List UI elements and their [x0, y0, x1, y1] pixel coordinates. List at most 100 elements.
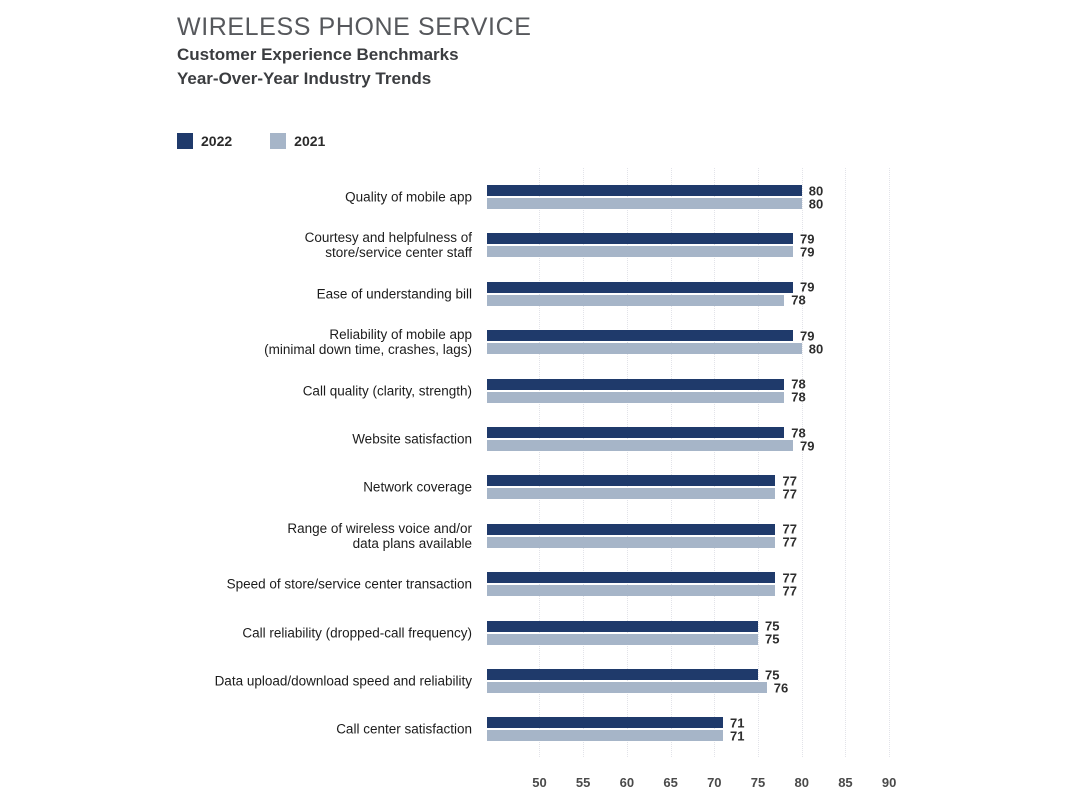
category-label: Call reliability (dropped-call frequency…	[160, 625, 472, 640]
bar-2022	[487, 233, 793, 245]
legend: 2022 2021	[177, 133, 363, 149]
bar-2021	[487, 488, 776, 500]
bar-2022	[487, 523, 776, 535]
x-axis-tick-85: 85	[838, 775, 853, 790]
category-label-line: Call quality (clarity, strength)	[302, 383, 472, 399]
value-label-2021: 75	[765, 631, 780, 647]
x-axis-tick-90: 90	[881, 775, 897, 790]
bar-2021	[487, 440, 793, 451]
x-axis-tick-50: 50	[532, 775, 547, 790]
bar-2021	[487, 391, 785, 403]
x-axis-tick-70: 70	[707, 775, 722, 790]
bar-2021	[487, 246, 793, 258]
legend-entry-2022: 2022	[177, 133, 232, 149]
value-label-2022: 75	[765, 667, 780, 682]
category-label-line: Call center satisfaction	[336, 721, 472, 737]
bar-2021	[487, 682, 767, 693]
bar-2022	[487, 669, 758, 680]
legend-swatch-2022	[177, 133, 193, 149]
value-label-2022: 79	[799, 231, 815, 247]
category-label: Quality of mobile app	[160, 190, 472, 205]
value-label-2021: 76	[773, 680, 789, 695]
gridline-60	[626, 168, 628, 757]
bar-2021	[487, 633, 758, 645]
value-label-2022: 80	[808, 183, 824, 198]
category-label-line: Speed of store/service center transactio…	[226, 576, 472, 592]
value-label-2022: 77	[782, 521, 797, 537]
bar-2021	[487, 730, 724, 742]
value-label-2022: 75	[765, 618, 780, 634]
bar-2021	[487, 198, 802, 209]
x-axis-tick-55: 55	[575, 775, 591, 790]
category-label: Courtesy and helpfulness of store/service…	[160, 230, 472, 260]
value-label-2022: 77	[782, 473, 797, 489]
category-label-line: Courtesy and helpfulness of	[304, 230, 472, 246]
category-label-line: store/service center staff	[325, 245, 472, 261]
category-label: Network coverage	[160, 480, 472, 495]
value-label-2021: 79	[799, 244, 815, 260]
x-axis-tick-60: 60	[619, 775, 635, 790]
bar-2022	[487, 427, 785, 438]
bar-2022	[487, 330, 793, 342]
title-block: WIRELESS PHONE SERVICE Customer Experien…	[177, 12, 532, 91]
category-label: Data upload/download speed and reliabili…	[160, 674, 472, 689]
x-axis-tick-65: 65	[663, 775, 678, 790]
value-label-2022: 78	[791, 376, 806, 392]
category-label: Reliability of mobile app (minimal down t…	[160, 327, 472, 357]
bar-2022	[487, 572, 776, 584]
value-label-2022: 79	[799, 328, 815, 344]
category-label-line: Range of wireless voice and/or	[287, 520, 472, 536]
value-label-2021: 79	[799, 438, 815, 453]
value-label-2021: 71	[730, 728, 745, 744]
legend-label-2022: 2022	[201, 133, 233, 149]
value-label-2021: 78	[791, 389, 806, 405]
value-label-2021: 77	[782, 534, 797, 550]
value-label-2021: 77	[782, 583, 797, 599]
subtitle-line-2: Year-Over-Year Industry Trends	[177, 69, 432, 88]
bar-2021	[487, 343, 802, 355]
bar-2022	[487, 185, 802, 196]
gridline-75	[758, 168, 759, 757]
value-label-2022: 78	[791, 425, 806, 440]
legend-swatch-2021	[270, 133, 287, 149]
legend-entry-2021: 2021	[270, 133, 325, 149]
bar-2021	[487, 536, 776, 548]
category-label-line: Data upload/download speed and reliabili…	[214, 673, 472, 689]
value-label-2021: 80	[808, 196, 824, 211]
category-label-line: Network coverage	[363, 479, 472, 495]
gridline-50	[539, 168, 541, 757]
plot-area: 80 80 79 79 79 78 79 80 78 78 78 79 77 77 77 77 77 77 75 75…	[487, 168, 911, 757]
category-label-line: data plans available	[352, 535, 472, 551]
page-title: WIRELESS PHONE SERVICE	[177, 13, 532, 41]
category-label-line: Call reliability (dropped-call frequency…	[242, 625, 472, 641]
category-label: Ease of understanding bill	[160, 286, 472, 301]
gridline-65	[670, 168, 672, 757]
x-axis-tick-80: 80	[794, 775, 809, 790]
gridline-80	[801, 168, 803, 757]
value-label-2022: 71	[730, 715, 745, 731]
bar-2022	[487, 378, 785, 390]
category-label-line: Website satisfaction	[352, 431, 472, 447]
value-label-2022: 79	[799, 279, 815, 295]
value-label-2022: 77	[782, 570, 797, 586]
gridline-70	[714, 168, 716, 757]
category-label: Call quality (clarity, strength)	[160, 383, 472, 398]
bar-2022	[487, 717, 724, 729]
category-label-line: (minimal down time, crashes, lags)	[264, 342, 472, 358]
gridline-85	[845, 168, 847, 757]
bar-2022	[487, 620, 758, 632]
legend-label-2021: 2021	[294, 133, 326, 149]
bar-2022	[487, 475, 776, 487]
gridline-90	[889, 168, 891, 757]
gridline-55	[583, 168, 585, 757]
category-label: Website satisfaction	[160, 432, 472, 447]
value-label-2021: 78	[791, 292, 806, 308]
category-label-line: Quality of mobile app	[345, 189, 472, 205]
value-label-2021: 80	[808, 341, 824, 357]
subtitle-line-1: Customer Experience Benchmarks	[177, 45, 459, 64]
bar-2021	[487, 585, 776, 597]
x-axis-tick-75: 75	[750, 775, 766, 790]
x-axis: 50 55 60 65 70 75 80 85 90	[487, 775, 911, 795]
category-label-line: Ease of understanding bill	[316, 286, 472, 302]
